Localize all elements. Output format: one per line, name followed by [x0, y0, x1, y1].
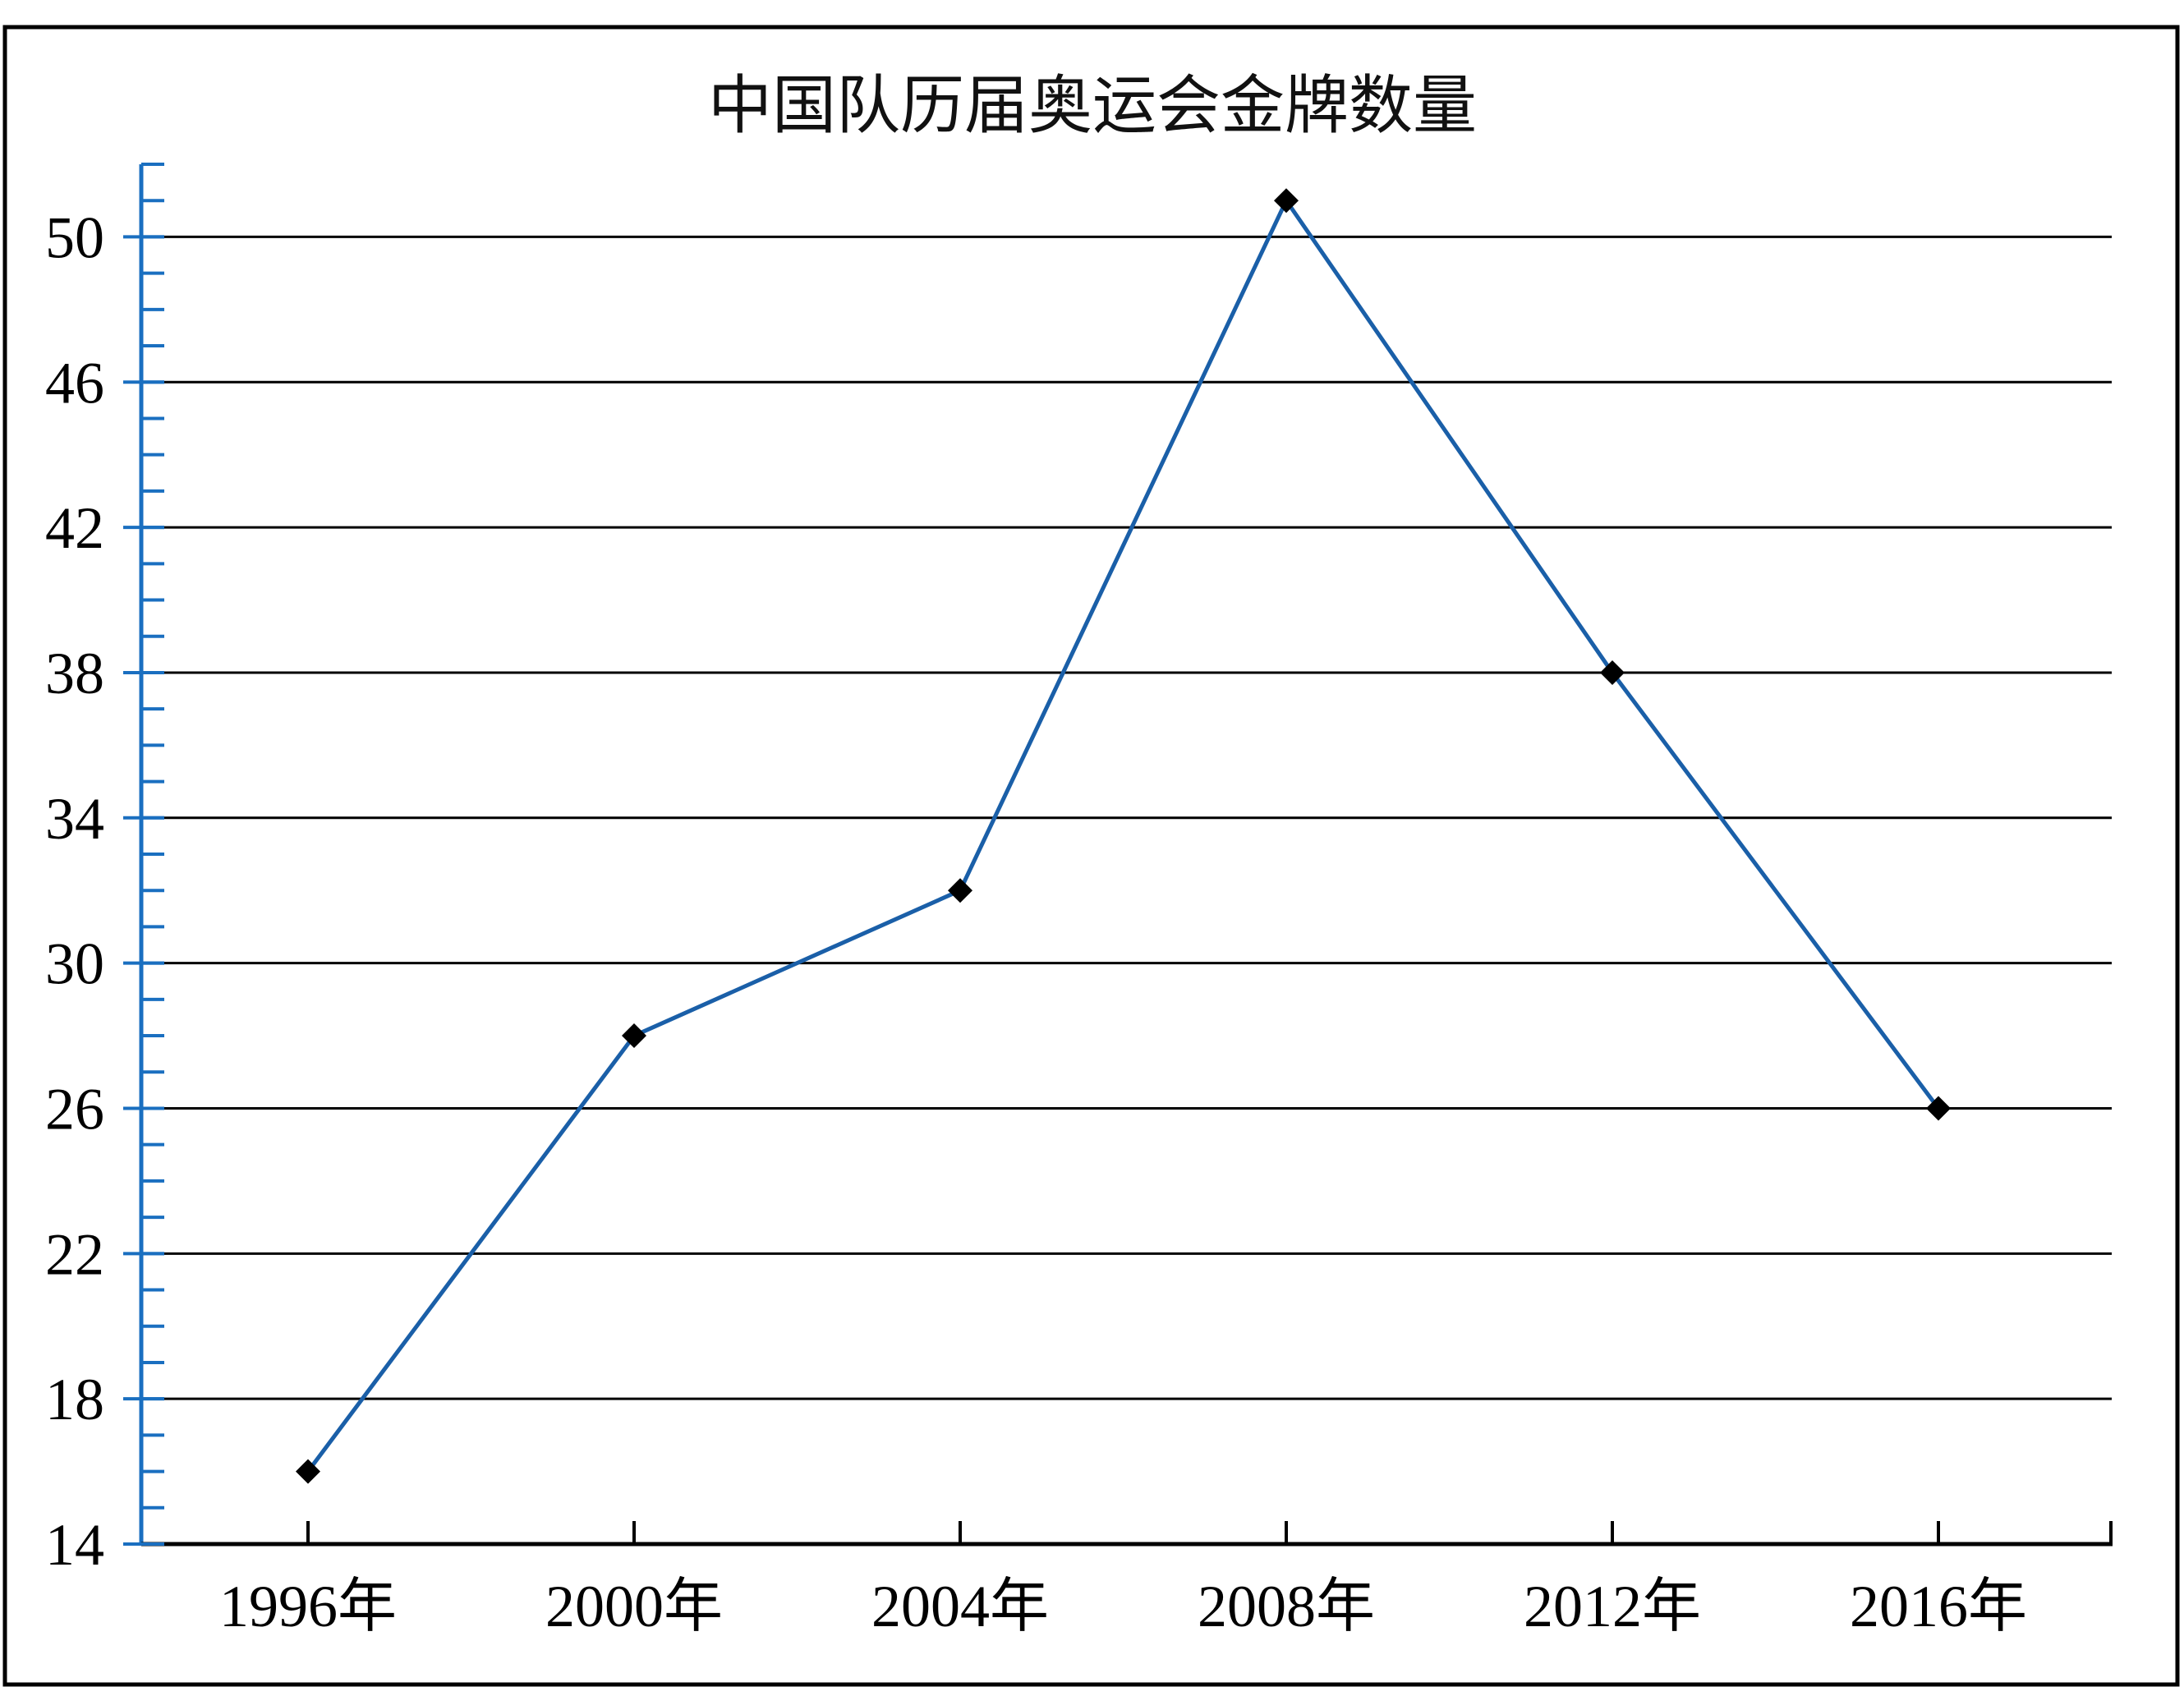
x-axis-ticks: 1996年 2000年 2004年 2008年 2012年 2016年: [219, 1521, 2113, 1639]
y-tick-label-26: 26: [45, 1076, 104, 1142]
y-tick-label-30: 30: [45, 931, 104, 997]
data-point-1996年: [296, 1459, 320, 1484]
marker-layer: [296, 188, 1951, 1484]
y-tick-label-14: 14: [45, 1512, 104, 1578]
chart-title: 中国队历届奥运会金牌数量: [708, 69, 1477, 143]
data-point-2000年: [622, 1023, 646, 1049]
y-tick-label-22: 22: [45, 1221, 104, 1287]
y-tick-label-42: 42: [45, 495, 104, 561]
y-tick-label-50: 50: [45, 205, 104, 270]
x-tick-label-5: 2016年: [1850, 1574, 2027, 1639]
y-tick-label-18: 18: [45, 1367, 104, 1432]
chart-border: [2, 25, 2180, 1687]
x-tick-label-1: 2000年: [545, 1574, 723, 1639]
y-tick-label-34: 34: [45, 786, 104, 852]
data-point-2016年: [1926, 1096, 1951, 1121]
y-tick-label-38: 38: [45, 641, 104, 706]
series-line-0: [306, 198, 1941, 1473]
x-tick-label-4: 2012年: [1524, 1574, 1701, 1639]
x-tick-label-2: 2004年: [871, 1574, 1049, 1639]
data-point-2004年: [948, 878, 972, 903]
data-point-2008年: [1274, 188, 1299, 214]
x-tick-label-0: 1996年: [219, 1574, 397, 1639]
series-layer: [306, 198, 1941, 1473]
x-tick-label-3: 2008年: [1198, 1574, 1375, 1639]
y-tick-label-46: 46: [45, 350, 104, 416]
data-point-2012年: [1600, 660, 1625, 685]
y-axis-ticks: 14 18 22 26 30 34 38 42 46 50: [45, 163, 164, 1578]
